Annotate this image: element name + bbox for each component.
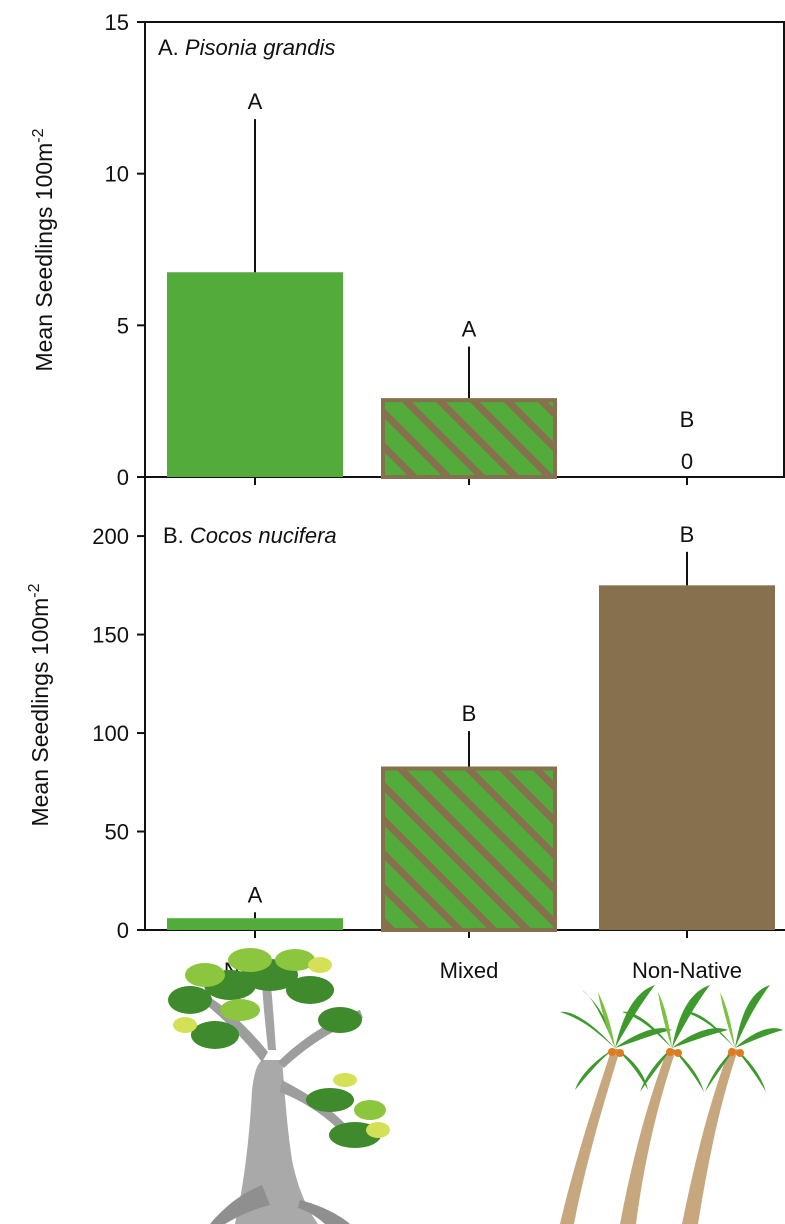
panel-a-bar-mixed [381,398,557,479]
panel-b-bar-non-native [599,585,775,930]
panel-a-y-tick-label: 0 [117,465,129,490]
panel-a-y-tick-label: 15 [105,10,129,35]
panel-b-y-axis-title: Mean Seedlings 100m-2 [26,583,53,826]
panel-b-title: B. Cocos nucifera [163,523,337,548]
panel-b-y-tick-label: 200 [92,524,129,549]
panel-b-significance-letter: B [462,701,477,726]
panel-a-bar-native [167,272,343,477]
panel-a-chart: 0 5 10 15 A A B 0 A. Pisonia grandis Mean Seed… [30,10,785,490]
panel-b-significance-letter: A [248,882,263,907]
panel-b-y-tick-label: 100 [92,721,129,746]
panel-b-y-tick-label: 50 [105,820,129,845]
panel-a-title: A. Pisonia grandis [158,35,335,60]
coconut-palms-icon [560,985,783,1224]
panel-a-significance-letter: B [680,407,695,432]
x-category-label: Non-Native [632,958,742,983]
panel-a-value-label: 0 [681,449,693,474]
panel-a-significance-letter: A [248,89,263,114]
panel-a-y-tick-label: 10 [105,162,129,187]
panel-a-y-axis-title: Mean Seedlings 100m-2 [30,128,57,371]
panel-b-bar-native [167,918,343,930]
panel-b-y-tick-label: 0 [117,918,129,943]
panel-b-bar-mixed [381,766,557,932]
panel-b-significance-letter: B [680,522,695,547]
panel-b-chart: 0 50 100 150 200 A B B B. Cocos nucifera Mean … [26,477,785,943]
panel-b-y-tick-label: 150 [92,623,129,648]
x-category-label: Mixed [440,958,499,983]
panel-a-y-tick-label: 5 [117,313,129,338]
panel-a-significance-letter: A [462,317,477,342]
pisonia-tree-icon [168,948,390,1224]
